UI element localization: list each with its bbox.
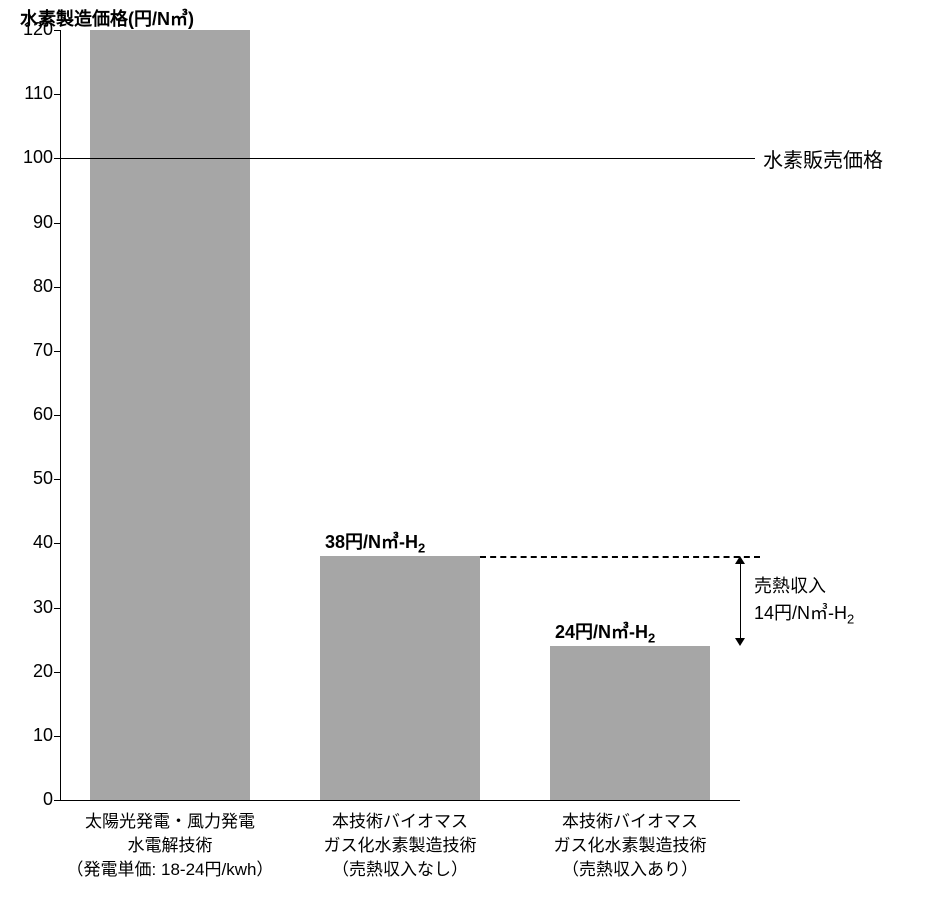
y-tick-mark [54, 94, 60, 95]
y-tick-mark [54, 736, 60, 737]
y-tick-mark [54, 543, 60, 544]
x-axis-line [60, 800, 740, 801]
bar-value-label: 38円/N㎥-H2 [325, 528, 425, 556]
x-category-label: 本技術バイオマスガス化水素製造技術（売熱収入なし） [290, 810, 510, 881]
x-category-label: 本技術バイオマスガス化水素製造技術（売熱収入あり） [520, 810, 740, 881]
y-tick-mark [54, 672, 60, 673]
bar [90, 30, 250, 800]
y-tick-label: 50 [15, 468, 53, 489]
y-tick-label: 120 [15, 19, 53, 40]
y-tick-label: 70 [15, 340, 53, 361]
y-tick-mark [54, 479, 60, 480]
y-tick-mark [54, 608, 60, 609]
y-tick-label: 30 [15, 597, 53, 618]
bar [550, 646, 710, 800]
difference-annotation-label: 売熱収入14円/N㎥-H2 [754, 573, 854, 629]
y-tick-mark [54, 415, 60, 416]
y-tick-mark [54, 287, 60, 288]
y-tick-label: 40 [15, 532, 53, 553]
difference-arrow-line [740, 562, 741, 640]
y-tick-label: 90 [15, 212, 53, 233]
reference-line-label: 水素販売価格 [763, 144, 883, 173]
x-category-label: 太陽光発電・風力発電水電解技術（発電単価: 18-24円/kwh） [60, 810, 280, 881]
y-tick-label: 100 [15, 147, 53, 168]
chart-container: 水素製造価格(円/N㎥) 010203040506070809010011012… [0, 0, 950, 921]
y-tick-label: 10 [15, 725, 53, 746]
bar-value-label: 24円/N㎥-H2 [555, 618, 655, 646]
y-tick-label: 110 [15, 83, 53, 104]
y-tick-label: 0 [15, 789, 53, 810]
y-tick-label: 20 [15, 661, 53, 682]
y-axis-line [60, 30, 61, 800]
y-tick-label: 80 [15, 276, 53, 297]
dashed-comparison-line [480, 556, 760, 558]
y-tick-mark [54, 351, 60, 352]
y-tick-mark [54, 30, 60, 31]
y-tick-label: 60 [15, 404, 53, 425]
reference-line [60, 158, 755, 159]
arrow-head-up-icon [735, 556, 745, 564]
y-tick-mark [54, 223, 60, 224]
arrow-head-down-icon [735, 638, 745, 646]
y-tick-mark [54, 800, 60, 801]
bar [320, 556, 480, 800]
